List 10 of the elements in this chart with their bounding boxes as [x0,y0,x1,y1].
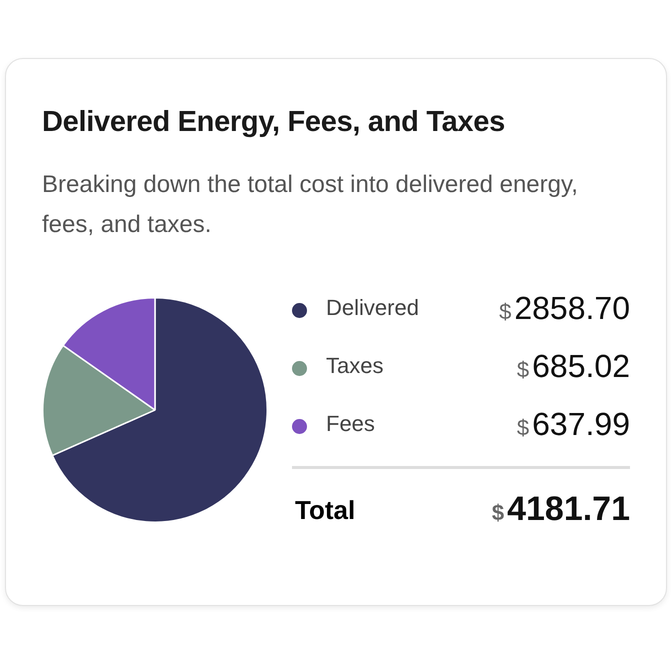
legend-label: Taxes [326,353,384,379]
chart-title: Delivered Energy, Fees, and Taxes [42,106,505,139]
text: Total [295,495,356,526]
chart-subtitle: Breaking down the total cost into delivered energy, fees, and taxes. [42,170,579,240]
legend-label: Fees [326,411,375,437]
data-label: $685.02 [516,348,630,385]
legend-label: Delivered [326,295,419,321]
data-label: $2858.70 [499,290,630,327]
text: $4181.71 [492,490,630,529]
data-label: $637.99 [516,406,630,443]
